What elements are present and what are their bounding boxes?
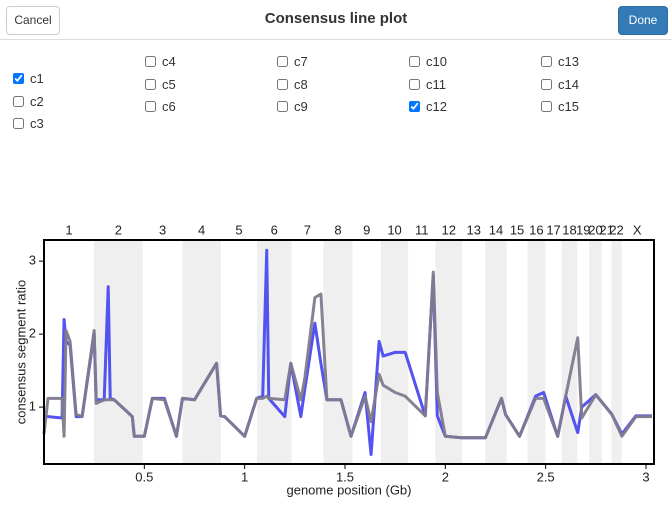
checkbox-input[interactable] <box>409 78 420 90</box>
checkbox-label: c3 <box>30 116 44 131</box>
chromosome-label: 6 <box>271 222 278 237</box>
checkbox[interactable]: c14 <box>541 77 579 93</box>
checkbox-label: c13 <box>558 54 579 69</box>
chromosome-band <box>435 240 463 464</box>
chromosome-label: X <box>633 222 642 237</box>
chromosome-label: 19 <box>576 222 590 237</box>
checkbox-label: c8 <box>294 76 308 92</box>
chromosome-label: 2 <box>115 222 122 237</box>
checkbox-input[interactable] <box>541 101 552 112</box>
checkbox[interactable]: c1 <box>13 71 44 87</box>
checkbox[interactable]: c10 <box>409 54 447 70</box>
chromosome-label: 17 <box>546 222 560 237</box>
checkbox-input[interactable] <box>13 73 24 84</box>
x-tick-label: 2.5 <box>537 469 555 484</box>
y-tick-label: 1 <box>29 399 36 414</box>
checkbox-label: c1 <box>30 71 44 86</box>
x-tick-label: 2 <box>442 469 449 484</box>
checkbox-input[interactable] <box>145 101 156 112</box>
chromosome-label: 13 <box>466 222 480 237</box>
checkbox[interactable]: c15 <box>541 99 579 115</box>
checkbox[interactable]: c4 <box>145 54 176 70</box>
checkbox-input[interactable] <box>277 101 288 112</box>
chromosome-label: 16 <box>529 222 543 237</box>
y-axis-label: consensus segment ratio <box>13 280 28 425</box>
chromosome-label: 1 <box>65 222 72 237</box>
checkbox-input[interactable] <box>145 56 156 67</box>
checkbox[interactable]: c9 <box>277 99 308 115</box>
done-button[interactable]: Done <box>618 6 668 35</box>
checkbox-label: c9 <box>294 99 308 114</box>
header: Cancel Consensus line plot Done <box>0 0 672 40</box>
checkbox[interactable]: c5 <box>145 77 176 93</box>
checkbox-label: c6 <box>162 99 176 114</box>
chromosome-label: 3 <box>159 222 166 237</box>
y-tick-label: 2 <box>29 326 36 341</box>
chromosome-band <box>485 240 507 464</box>
chromosome-band <box>93 240 143 464</box>
chromosome-band <box>182 240 221 464</box>
checkbox-input[interactable] <box>145 78 156 90</box>
chromosome-label: 12 <box>441 222 455 237</box>
checkbox[interactable]: c8 <box>277 77 308 93</box>
chromosome-label: 5 <box>235 222 242 237</box>
x-tick-label: 3 <box>642 469 649 484</box>
checkbox-input[interactable] <box>13 95 24 107</box>
chromosome-label: 4 <box>198 222 205 237</box>
checkbox-input[interactable] <box>541 78 552 90</box>
chromosome-label: 14 <box>489 222 503 237</box>
chromosome-label: 20 <box>588 222 602 237</box>
checkbox-input[interactable] <box>277 78 288 90</box>
chromosome-band <box>561 240 578 464</box>
checkbox[interactable]: c3 <box>13 116 44 132</box>
chromosome-label: 15 <box>510 222 524 237</box>
chromosome-label: 18 <box>562 222 576 237</box>
checkbox[interactable]: c12 <box>409 99 447 115</box>
checkbox-label: c11 <box>426 76 446 92</box>
checkbox[interactable]: c13 <box>541 54 579 70</box>
chromosome-band <box>527 240 546 464</box>
checkbox-label: c2 <box>30 93 44 109</box>
checkbox-label: c12 <box>426 99 447 114</box>
checkbox[interactable]: c2 <box>13 94 44 110</box>
chromosome-band <box>611 240 622 464</box>
x-tick-label: 0.5 <box>135 469 153 484</box>
chromosome-label: 8 <box>334 222 341 237</box>
checkbox-input[interactable] <box>409 56 420 67</box>
checkbox[interactable]: c7 <box>277 54 308 70</box>
checkbox-label: c5 <box>162 76 176 92</box>
checkbox-label: c4 <box>162 54 176 69</box>
chromosome-band <box>589 240 602 464</box>
checkbox[interactable]: c6 <box>145 99 176 115</box>
x-tick-label: 1 <box>241 469 248 484</box>
chromosome-band <box>257 240 292 464</box>
chromosome-label: 21 <box>599 222 613 237</box>
x-tick-label: 1.5 <box>336 469 354 484</box>
plot-frame <box>43 239 655 465</box>
checkbox-input[interactable] <box>277 56 288 67</box>
chromosome-label: 22 <box>609 222 623 237</box>
checkbox-input[interactable] <box>541 56 552 67</box>
chromosome-label: 10 <box>387 222 401 237</box>
chromosome-label: 11 <box>415 222 429 237</box>
title: Consensus line plot <box>264 10 408 27</box>
checkbox[interactable]: c11 <box>409 77 446 93</box>
checkbox-label: c7 <box>294 54 308 69</box>
cancel-button[interactable]: Cancel <box>6 6 60 35</box>
checkbox-input[interactable] <box>409 101 420 112</box>
y-tick-label: 3 <box>29 253 36 268</box>
chromosome-label: 9 <box>363 222 370 237</box>
chromosome-label: 7 <box>304 222 311 237</box>
checkbox-label: c10 <box>426 54 447 69</box>
checkbox-input[interactable] <box>13 118 24 129</box>
x-axis-label: genome position (Gb) <box>286 482 411 497</box>
checkbox-label: c15 <box>558 99 579 114</box>
series-line <box>42 270 652 440</box>
checkbox-label: c14 <box>558 76 579 92</box>
